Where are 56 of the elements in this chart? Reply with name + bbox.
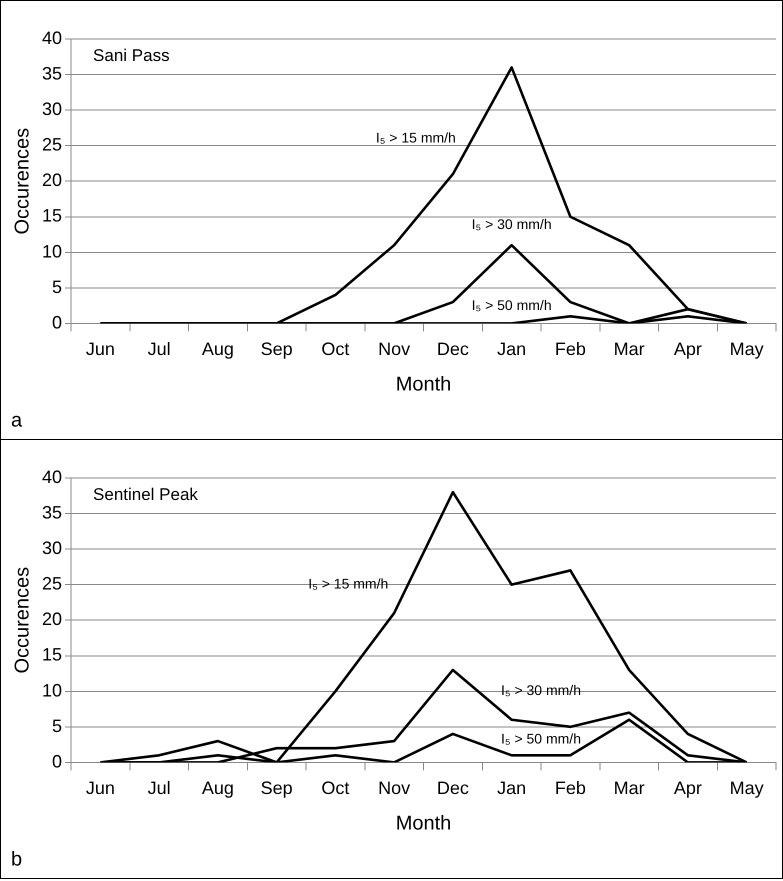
x-tick-label: Oct — [321, 339, 350, 360]
x-tick-label: Oct — [321, 778, 350, 798]
y-tick-label: 0 — [52, 751, 62, 772]
series-label: I₅ > 50 mm/h — [501, 730, 581, 747]
x-tick-label: Aug — [202, 339, 234, 360]
x-tick-label: Mar — [614, 339, 645, 360]
y-tick-label: 15 — [42, 206, 62, 226]
x-axis-title: Month — [396, 812, 452, 835]
y-tick-label: 15 — [42, 644, 62, 665]
x-tick-label: May — [730, 778, 764, 798]
y-tick-label: 0 — [52, 312, 62, 332]
y-tick-label: 30 — [42, 99, 62, 120]
x-tick-label: Mar — [614, 778, 645, 798]
text: a — [11, 410, 23, 432]
x-tick-label: Jun — [86, 778, 115, 798]
x-tick-label: Nov — [378, 778, 410, 798]
y-axis-title: Occurences — [12, 128, 34, 235]
x-tick-label: Sep — [260, 778, 293, 798]
x-axis-title: Month — [396, 374, 452, 396]
series-label: I₅ > 30 mm/h — [501, 682, 581, 698]
x-tick-label: Apr — [674, 339, 702, 360]
y-tick-label: 25 — [42, 574, 62, 594]
y-tick-label: 40 — [42, 466, 62, 487]
y-tick-label: 5 — [52, 276, 62, 297]
x-tick-label: May — [730, 339, 764, 360]
x-tick-label: Dec — [436, 778, 469, 798]
y-axis-title: Occurences — [12, 566, 34, 674]
x-tick-label: Nov — [378, 339, 410, 360]
text: b — [11, 848, 22, 871]
x-tick-label: Feb — [554, 339, 586, 360]
x-tick-label: Jan — [497, 778, 526, 798]
series-label: I₅ > 30 mm/h — [472, 216, 552, 232]
y-tick-label: 40 — [42, 28, 62, 48]
x-tick-label: Jan — [497, 339, 526, 360]
x-tick-label: Jun — [86, 339, 115, 360]
y-tick-label: 10 — [42, 680, 62, 700]
series-label: I₅ > 15 mm/h — [376, 129, 456, 146]
series-label: I₅ > 50 mm/h — [472, 297, 552, 314]
x-tick-label: Jul — [148, 778, 171, 798]
y-tick-label: 20 — [42, 609, 62, 630]
chart-title: Sentinel Peak — [93, 485, 198, 504]
y-tick-label: 35 — [42, 502, 62, 523]
y-tick-label: 35 — [42, 64, 62, 84]
x-tick-label: Feb — [554, 778, 586, 798]
y-tick-label: 10 — [42, 241, 62, 262]
x-tick-label: Aug — [202, 778, 234, 798]
x-tick-label: Sep — [260, 339, 293, 360]
y-tick-label: 20 — [42, 170, 62, 190]
y-tick-label: 30 — [42, 538, 62, 558]
x-tick-label: Apr — [674, 778, 702, 798]
x-tick-label: Dec — [436, 339, 469, 360]
series-label: I₅ > 15 mm/h — [308, 576, 388, 592]
y-tick-label: 5 — [52, 716, 62, 736]
y-tick-label: 25 — [42, 134, 62, 155]
chart-title: Sani Pass — [93, 46, 170, 66]
x-tick-label: Jul — [148, 339, 171, 360]
